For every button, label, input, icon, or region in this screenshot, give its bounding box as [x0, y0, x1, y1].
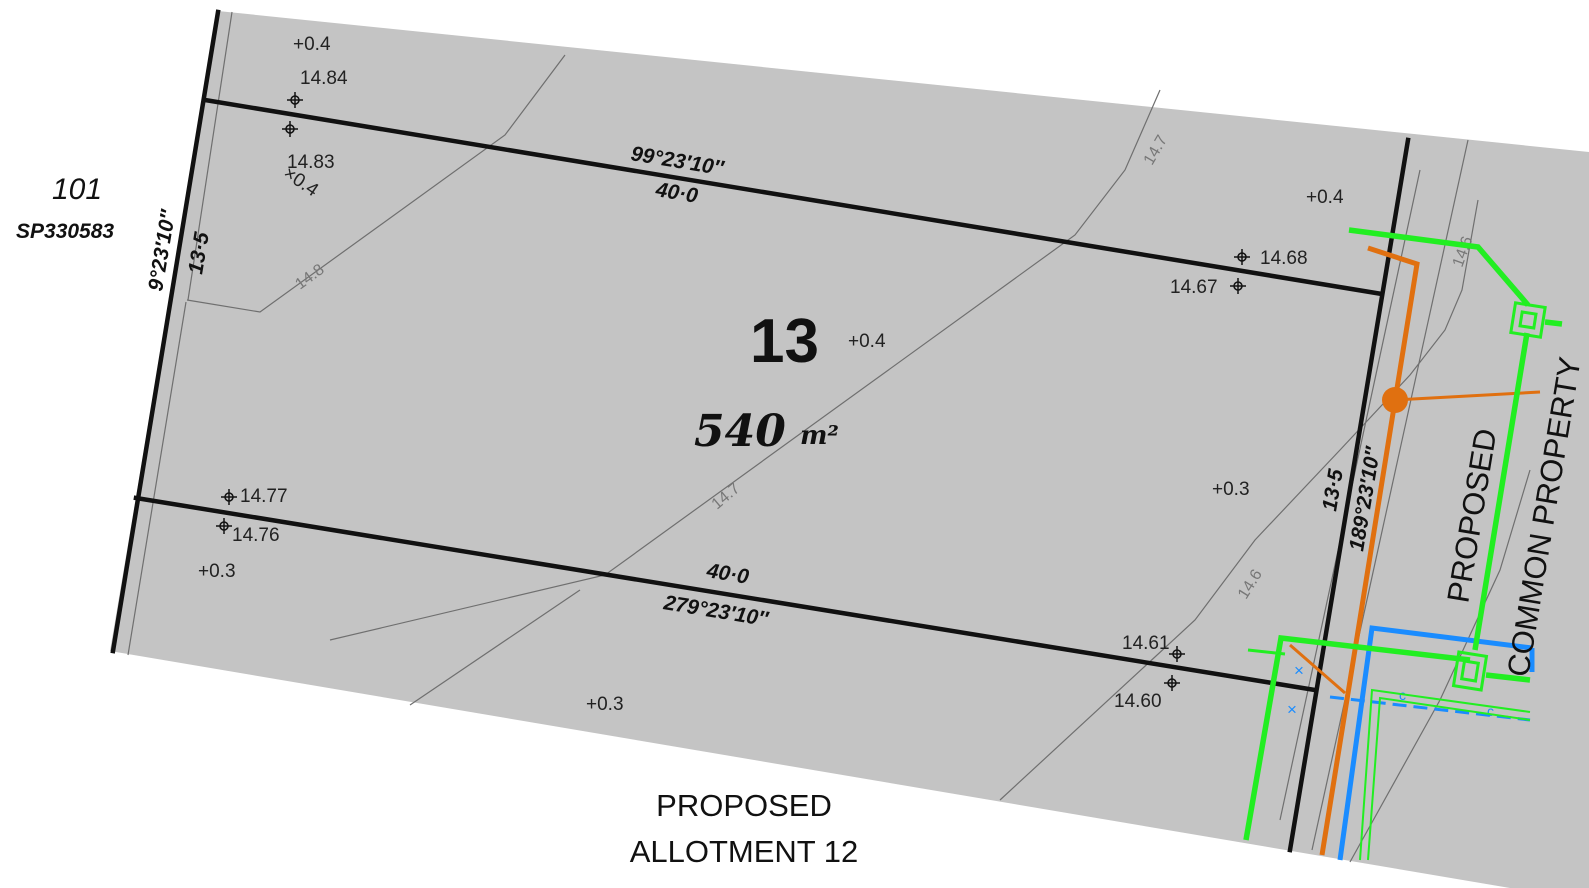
south-boundary: [133, 495, 1318, 693]
spot-level-ne-lower: 14.67: [1170, 277, 1218, 298]
height-note-bottom: +0.3: [586, 694, 624, 715]
lot-area-unit: m²: [800, 421, 839, 451]
height-note-top-left: +0.4: [293, 34, 331, 55]
spot-level-sw-lower: 14.76: [232, 525, 280, 546]
svg-text:×: ×: [1294, 661, 1304, 680]
lot-area-value: 540: [694, 406, 786, 457]
neighbour-plan-101: SP330583: [16, 220, 114, 243]
parcel-fill: [110, 11, 1589, 888]
lot-number: 13: [750, 307, 819, 376]
svg-text:×: ×: [1287, 700, 1297, 719]
survey-marks: [216, 92, 1250, 691]
lot-boundaries: [110, 9, 1411, 853]
spot-level-nw-upper: 14.84: [300, 68, 348, 89]
stormwater-line: [1243, 227, 1563, 861]
spot-level-ne-upper: 14.68: [1260, 248, 1308, 269]
stormwater-pit-se: [1451, 650, 1489, 692]
height-note-center: +0.4: [848, 331, 886, 352]
stormwater-pit-ne: [1509, 301, 1547, 339]
height-note-left-low: +0.3: [198, 561, 236, 582]
east-boundary: [1287, 137, 1411, 853]
contour-lines: [127, 11, 1531, 863]
sewer-manhole: [1382, 387, 1408, 413]
spot-level-sw-upper: 14.77: [240, 486, 288, 507]
west-boundary: [110, 9, 221, 654]
south-neighbour-line1: PROPOSED: [656, 788, 832, 823]
height-note-top-right: +0.4: [1306, 187, 1344, 208]
spot-levels: 14.84 14.83 14.68 14.67 14.77 14.76 14.6…: [232, 68, 1308, 712]
spot-level-se-lower: 14.60: [1114, 691, 1162, 712]
pipe-marker-b: c: [1487, 703, 1494, 719]
spot-level-nw-lower: 14.83: [287, 152, 335, 173]
neighbour-lot-101: 101: [52, 173, 102, 206]
height-note-right-mid: +0.3: [1212, 479, 1250, 500]
spot-level-se-upper: 14.61: [1122, 633, 1170, 654]
south-neighbour-line2: ALLOTMENT 12: [630, 834, 859, 869]
north-boundary: [202, 97, 1385, 297]
